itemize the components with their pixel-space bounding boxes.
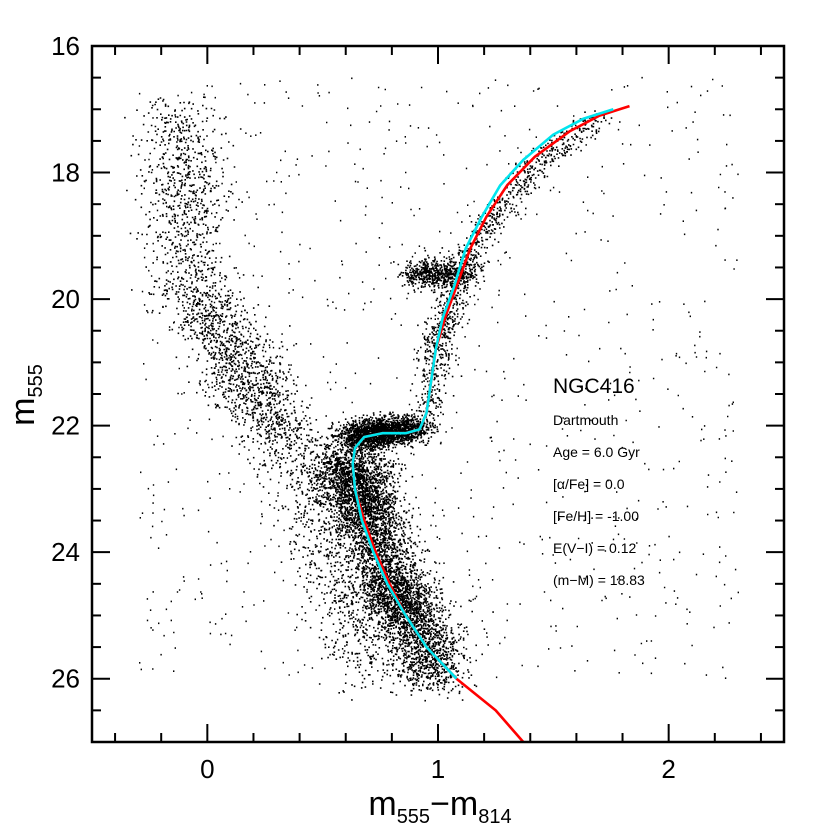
y-tick-label: 16 xyxy=(51,31,80,61)
annotation-line-reddening: E(V−I) = 0.12 xyxy=(553,540,636,556)
y-tick-label: 22 xyxy=(51,411,80,441)
x-tick-label: 2 xyxy=(661,754,675,784)
y-tick-label: 26 xyxy=(51,664,80,694)
annotation-line-model: Dartmouth xyxy=(553,412,618,428)
x-axis-title: m555−m814 xyxy=(368,785,511,828)
y-axis-title-main: m xyxy=(4,398,42,426)
y-tick-label: 20 xyxy=(51,284,80,314)
y-axis-title-sub: 555 xyxy=(25,364,47,397)
x-axis-title-sub2: 814 xyxy=(478,806,511,828)
y-axis-title: m555 xyxy=(4,364,47,426)
y-tick-label: 24 xyxy=(51,537,80,567)
annotation-line-age: Age = 6.0 Gyr xyxy=(553,444,640,460)
x-axis-title-sep: −m xyxy=(430,785,478,823)
y-tick-labels: 16 18 20 22 24 26 xyxy=(51,31,80,694)
x-tick-label: 1 xyxy=(431,754,445,784)
x-axis-title-main: m xyxy=(368,785,396,823)
star-scatter-points xyxy=(124,76,739,702)
y-tick-label: 18 xyxy=(51,158,80,188)
isochrone-annotation: NGC416 Dartmouth Age = 6.0 Gyr [α/Fe] = … xyxy=(553,375,645,588)
star-points xyxy=(124,76,739,702)
annotation-line-distance-modulus: (m−M) = 18.83 xyxy=(553,572,645,588)
isochrone-curves xyxy=(351,104,630,743)
x-axis-title-sub1: 555 xyxy=(397,806,430,828)
annotation-line-fe-h: [Fe/H] = -1.00 xyxy=(553,508,639,524)
annotation-title: NGC416 xyxy=(553,375,635,398)
isochrone-line-1 xyxy=(351,108,614,680)
x-tick-labels: 0 1 2 xyxy=(200,754,676,784)
axis-ticks xyxy=(92,45,784,743)
x-tick-label: 0 xyxy=(200,754,214,784)
annotation-line-alpha-fe: [α/Fe] = 0.0 xyxy=(553,476,625,492)
